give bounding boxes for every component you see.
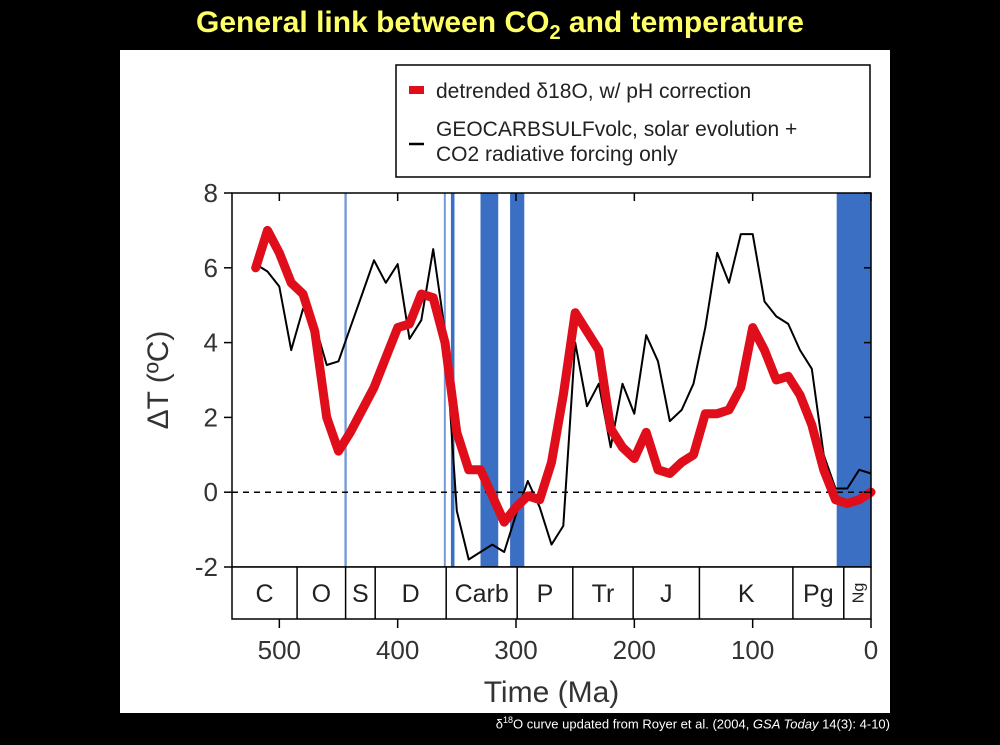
source-caption: δ18O curve updated from Royer et al. (20… <box>496 715 890 731</box>
legend-label-geocarbsulf-line2: CO2 radiative forcing only <box>436 143 678 166</box>
x-tick-label: 0 <box>864 635 878 665</box>
title-subscript: 2 <box>549 22 561 44</box>
period-label: P <box>537 580 554 608</box>
series-line-d18o <box>251 225 876 527</box>
period-label: J <box>660 580 673 608</box>
glaciation-band-1 <box>443 193 446 567</box>
y-tick-label: 6 <box>204 253 218 283</box>
series-line-geocarbsulf <box>255 233 872 561</box>
period-label: D <box>402 580 420 608</box>
caption-end: 14(3): 4-10) <box>818 716 890 732</box>
legend-box <box>395 64 871 178</box>
period-strip <box>231 566 872 620</box>
y-tick-label: 0 <box>204 477 218 507</box>
period-label: C <box>256 580 274 608</box>
x-tick-label: 300 <box>494 635 537 665</box>
y-tick-label: 4 <box>204 328 218 358</box>
caption-superscript: 18 <box>503 715 514 725</box>
glaciation-band-0 <box>344 193 347 567</box>
glaciation-band-5 <box>836 193 871 567</box>
period-label: O <box>312 580 331 608</box>
glaciation-band-4 <box>510 193 525 567</box>
period-label: Ng <box>850 583 867 603</box>
y-tick-label: 8 <box>204 178 218 208</box>
title-main: General link between CO <box>196 6 550 39</box>
chart-panel: 8 6 4 2 0 -2 C O S D Carb P Tr J K Pg Ng 500 400 300 200 100 0… <box>120 50 890 713</box>
x-axis-label: Time (Ma) <box>484 676 620 709</box>
caption-text: O curve updated from Royer et al. (2004, <box>513 716 753 732</box>
x-tick-label: 500 <box>258 635 301 665</box>
legend-label-geocarbsulf-line1: GEOCARBSULFvolc, solar evolution + <box>436 118 797 141</box>
period-label: S <box>352 580 369 608</box>
caption-journal: GSA Today <box>752 716 819 732</box>
y-tick-label: 2 <box>204 402 218 432</box>
y-axis-label: ΔT (ºC) <box>142 331 175 430</box>
period-label: Carb <box>455 580 509 608</box>
period-label: Pg <box>803 580 834 608</box>
slide-title: General link between CO2 and temperature <box>0 6 1000 45</box>
x-tick-label: 400 <box>376 635 419 665</box>
period-label: Tr <box>592 580 615 608</box>
x-tick-label: 100 <box>731 635 774 665</box>
chart-svg: 8 6 4 2 0 -2 C O S D Carb P Tr J K Pg Ng 500 400 300 200 100 0… <box>142 64 878 709</box>
caption-delta: δ <box>495 716 503 732</box>
period-label: K <box>738 580 755 608</box>
legend-label-d18o: detrended δ18O, w/ pH correction <box>436 80 751 103</box>
x-tick-label: 200 <box>613 635 656 665</box>
title-rest: and temperature <box>560 6 804 39</box>
y-tick-label: -2 <box>195 552 218 582</box>
